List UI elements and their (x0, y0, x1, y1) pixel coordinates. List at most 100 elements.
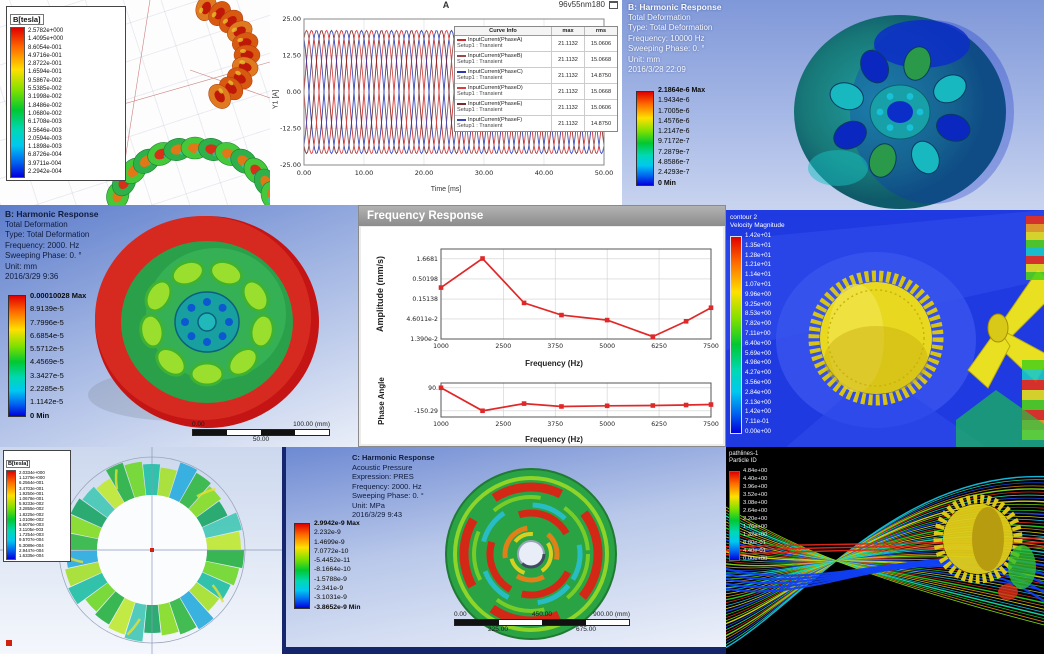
legend-value: 4.40e+00 (743, 476, 768, 482)
legend-value: 1.4699e-9 (314, 538, 345, 546)
legend-value: 2.5782e+000 (28, 28, 64, 34)
legend-value: 2.2285e-5 (30, 384, 64, 394)
acoustic-disc-render (445, 468, 617, 640)
legend-value: 1.76e+00 (743, 524, 768, 530)
window-title: Frequency Response (367, 210, 484, 222)
svg-text:1000: 1000 (433, 343, 449, 350)
legend-value: 3.56e+00 (745, 378, 771, 386)
curve-info-header: Curve Info max rms (455, 27, 617, 36)
window-bottom-frame (286, 647, 726, 654)
legend-title: B[tesla] (10, 14, 44, 25)
svg-text:1.390e-2: 1.390e-2 (410, 336, 438, 343)
legend-value: 4.40e-01 (743, 548, 766, 554)
amplitude-axis-label: Amplitude (mm/s) (375, 256, 385, 333)
svg-text:0.15138: 0.15138 (412, 296, 438, 303)
svg-text:3750: 3750 (547, 421, 563, 428)
legend-value: 7.11e+00 (745, 329, 771, 337)
info-line: Sweeping Phase: 0. ° (628, 44, 705, 53)
legend-value: 1.6594e-001 (28, 69, 62, 76)
frequency-response-body: Amplitude (mm/s) 1000 2500 3750 5000 6250 750… (361, 227, 723, 444)
svg-text:30.00: 30.00 (475, 169, 494, 177)
scale-ruler: 0.00 450.00 900.00 (mm) 225.00 675.00 (454, 611, 630, 633)
deformed-wheel-render (88, 216, 319, 428)
phase-chart: 1000 2500 3750 5000 6250 7500 90. -150.29 (414, 382, 719, 428)
legend-value: 1.42e+01 (745, 232, 771, 239)
svg-text:2500: 2500 (495, 343, 511, 350)
legend-title: B[tesla] (6, 460, 31, 468)
svg-text:-12.50: -12.50 (280, 125, 301, 133)
ruler-bar (454, 619, 630, 626)
panel-harmonic-response-2000hz: B: Harmonic Response Total Deformation Typ… (0, 205, 358, 447)
legend-value: 3.96e+00 (743, 484, 768, 490)
legend-value: 1.2147e-6 (658, 128, 690, 136)
svg-text:-150.29: -150.29 (414, 408, 438, 415)
panel-particle-streamlines: pathlines-1 Particle ID 4.84e+00 4.40e+00… (726, 447, 1044, 654)
curve-info-row: InputCurrent(PhaseC) Setup1 : Transient 2… (455, 67, 617, 83)
legend-value: -2.341e-9 (314, 585, 344, 593)
panel-transient-current-plot: A 96v55nm180 0.00 10.00 20.00 30.00 40.00 50.… (270, 0, 623, 205)
info-line: Sweeping Phase: 0. ° (5, 251, 82, 260)
x-axis-label: Time [ms] (430, 186, 462, 193)
svg-text:6250: 6250 (651, 343, 667, 350)
info-line: Unit: mm (628, 54, 660, 64)
info-line: Frequency: 2000. Hz (5, 240, 80, 250)
legend-value: 2.4293e-7 (658, 169, 690, 177)
window-restore-icon[interactable] (609, 0, 618, 9)
svg-text:-25.00: -25.00 (280, 161, 301, 169)
legend-value: 0.00010028 Max (30, 291, 87, 300)
svg-text:0.00: 0.00 (287, 88, 301, 96)
curve-swatch (457, 70, 466, 73)
deformed-wheel-render (794, 15, 1014, 209)
legend-value: 1.1279e+000 (19, 475, 45, 481)
stator-field-ring-render (0, 447, 282, 654)
curve-swatch (457, 86, 466, 89)
legend-value: 7.7996e-5 (30, 317, 64, 327)
result-info-block: B: Harmonic Response Total Deformation Typ… (628, 2, 722, 76)
legend-color-strip (294, 523, 310, 609)
info-line: 2016/3/28 22:09 (628, 65, 686, 74)
info-line: Total Deformation (628, 12, 691, 22)
legend-color-strip (8, 295, 26, 417)
legend-value: 1.8486e-002 (28, 102, 62, 109)
legend-value: 2.13e+00 (745, 398, 771, 406)
legend-value: 0 Min (658, 179, 676, 187)
svg-text:2500: 2500 (495, 421, 511, 428)
legend-value: 8.6054e-001 (28, 44, 62, 51)
legend-value: 2.0334e+000 (19, 470, 45, 475)
legend-value: 5.5712e-5 (30, 344, 64, 354)
info-line: Frequency: 10000 Hz (628, 33, 705, 43)
legend-title-line: pathlines-1 (729, 451, 759, 457)
legend-value: 1.1142e-5 (30, 397, 64, 407)
legend-color-strip (730, 236, 742, 434)
window-title-bar[interactable]: Frequency Response (359, 206, 725, 226)
legend-value: 2.20e+00 (743, 516, 768, 522)
legend-value: 3.2855e-002 (19, 506, 44, 512)
legend-value: 9.5867e-002 (28, 77, 62, 84)
svg-text:5000: 5000 (599, 343, 615, 350)
panel-harmonic-response-10000hz: B: Harmonic Response Total Deformation Typ… (622, 0, 1044, 210)
curve-info-row: InputCurrent(PhaseD) Setup1 : Transient 2… (455, 83, 617, 99)
info-line: Type: Total Deformation (5, 230, 90, 239)
svg-text:50.00: 50.00 (595, 169, 614, 177)
result-info-block: B: Harmonic Response Total Deformation Typ… (5, 209, 99, 283)
legend-value: 2.84e+00 (745, 388, 771, 396)
phase-axis-label: Phase Angle (377, 377, 386, 425)
legend-title-line: Velocity Magnitude (730, 221, 785, 229)
plot-corner-label: 96v55nm180 (558, 0, 605, 9)
curve-info-row: InputCurrent(PhaseE) Setup1 : Transient 2… (455, 99, 617, 115)
origin-marker (6, 640, 12, 646)
legend-value: 2.64e+00 (743, 508, 768, 514)
legend-value: 1.1898e-003 (28, 144, 62, 151)
deformation-legend: 0.00010028 Max 8.9139e-5 7.7996e-5 6.6854e-… (8, 289, 86, 422)
legend-value: 9.96e+00 (745, 290, 771, 298)
legend-value: 4.9716e-001 (28, 52, 62, 59)
legend-value: 5.6076e-003 (19, 521, 44, 527)
legend-value: 1.0109e-002 (19, 516, 44, 522)
svg-text:40.00: 40.00 (535, 169, 554, 177)
svg-text:7500: 7500 (703, 343, 719, 350)
info-line: Unit: mm (5, 261, 37, 271)
legend-value: 9.25e+00 (745, 300, 771, 308)
svg-text:0.00: 0.00 (297, 169, 311, 177)
curve-swatch (457, 118, 466, 121)
legend-value: 7.11e-01 (745, 418, 769, 426)
